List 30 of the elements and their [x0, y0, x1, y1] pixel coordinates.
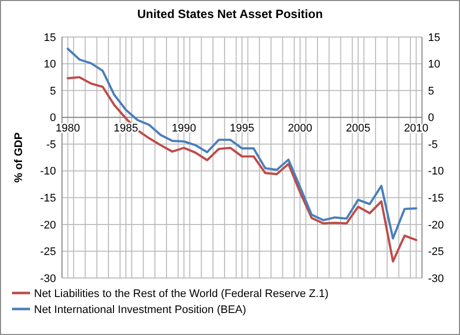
x-tick-label: 1980 — [56, 122, 80, 134]
legend-label: Net Liabilities to the Rest of the World (Federal Reserve Z.1) — [34, 288, 328, 300]
y-tick-label: -5 — [46, 138, 56, 151]
y-tick-label: 10 — [44, 58, 56, 71]
y2-tick-label: -15 — [428, 192, 444, 205]
y2-tick-label: -20 — [428, 219, 444, 232]
chart-title: United States Net Asset Position — [137, 7, 323, 21]
x-tick-label: 1990 — [172, 122, 196, 134]
y-axis-title: % of GDP — [13, 132, 25, 183]
y-tick-label: -20 — [40, 219, 56, 232]
y2-tick-label: -30 — [428, 272, 444, 285]
y-tick-label: 15 — [44, 32, 56, 44]
x-tick-label: 2010 — [404, 122, 428, 134]
y2-tick-label: 10 — [428, 58, 440, 71]
y-tick-label: 5 — [50, 85, 56, 98]
y2-tick-label: 0 — [428, 112, 434, 124]
y-tick-label: -30 — [40, 272, 56, 285]
y2-tick-label: 15 — [428, 32, 440, 44]
y2-tick-label: -5 — [428, 138, 438, 151]
x-tick-label: 1995 — [230, 122, 254, 134]
y-tick-label: 0 — [50, 112, 56, 124]
y2-tick-label: -25 — [428, 246, 444, 258]
y2-tick-label: -10 — [428, 166, 444, 178]
y-tick-label: -25 — [40, 246, 56, 258]
legend-label: Net International Investment Position (BEA) — [34, 304, 246, 316]
x-tick-label: 2000 — [288, 122, 312, 134]
y-tick-label: -10 — [40, 166, 56, 178]
y2-tick-label: 5 — [428, 85, 434, 98]
x-tick-label: 2005 — [346, 122, 370, 134]
y-tick-label: -15 — [40, 192, 56, 205]
